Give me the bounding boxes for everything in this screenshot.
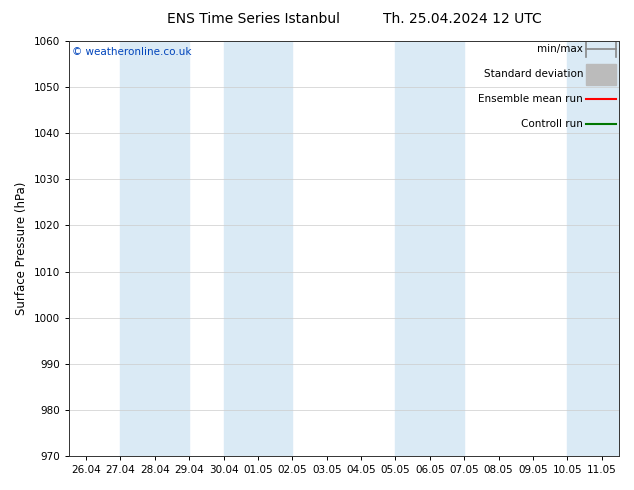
Text: Th. 25.04.2024 12 UTC: Th. 25.04.2024 12 UTC (384, 12, 542, 26)
Text: Ensemble mean run: Ensemble mean run (479, 94, 583, 104)
Bar (224, 41, 292, 456)
Text: © weatheronline.co.uk: © weatheronline.co.uk (72, 47, 191, 57)
Text: Controll run: Controll run (521, 119, 583, 129)
Bar (396, 41, 464, 456)
FancyBboxPatch shape (586, 64, 616, 85)
Text: Standard deviation: Standard deviation (484, 69, 583, 79)
Bar (567, 41, 634, 456)
Bar (120, 41, 189, 456)
Text: min/max: min/max (538, 45, 583, 54)
Y-axis label: Surface Pressure (hPa): Surface Pressure (hPa) (15, 182, 28, 315)
Text: ENS Time Series Istanbul: ENS Time Series Istanbul (167, 12, 340, 26)
